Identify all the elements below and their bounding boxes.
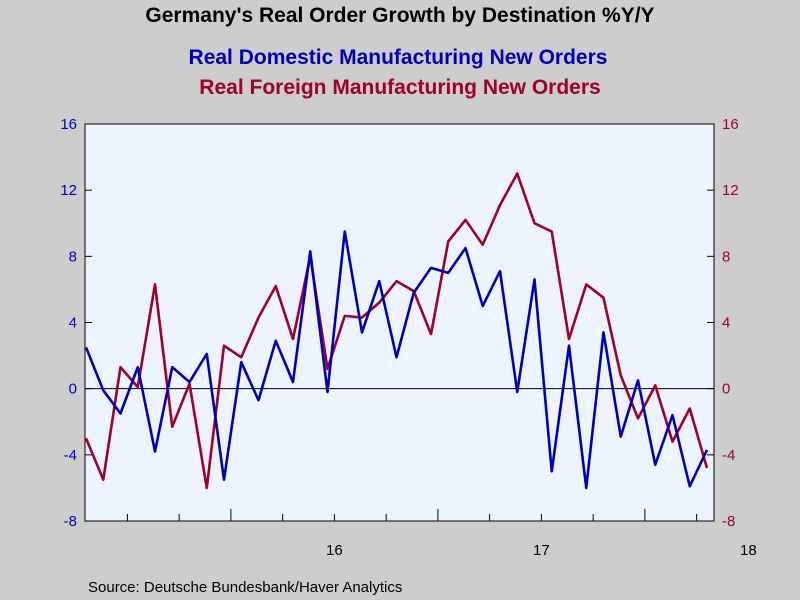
legend-domestic: Real Domestic Manufacturing New Orders bbox=[189, 46, 608, 69]
left-tick-label: 12 bbox=[60, 182, 77, 199]
source-note: Source: Deutsche Bundesbank/Haver Analyt… bbox=[88, 579, 402, 596]
right-tick-label: -4 bbox=[722, 447, 735, 464]
x-tick-label: 16 bbox=[326, 542, 343, 559]
legend-foreign: Real Foreign Manufacturing New Orders bbox=[199, 76, 600, 99]
left-tick-label: 8 bbox=[69, 248, 77, 265]
series-line-foreign bbox=[84, 172, 709, 490]
right-tick-label: 12 bbox=[722, 182, 739, 199]
right-tick-label: -8 bbox=[722, 513, 735, 530]
right-axis: -8 -4 0 4 8 12 16 bbox=[707, 116, 739, 530]
series-layer bbox=[84, 172, 709, 490]
left-tick-label: 0 bbox=[69, 381, 77, 398]
left-tick-label: -8 bbox=[64, 513, 77, 530]
right-tick-label: 16 bbox=[722, 116, 739, 133]
x-tick-label: 17 bbox=[533, 542, 550, 559]
left-tick-label: 4 bbox=[69, 315, 77, 332]
right-tick-label: 0 bbox=[722, 381, 730, 398]
series-line-domestic bbox=[84, 230, 709, 490]
chart-title: Germany's Real Order Growth by Destinati… bbox=[145, 4, 654, 27]
x-axis: 16 17 18 bbox=[126, 509, 757, 559]
right-tick-label: 4 bbox=[722, 315, 730, 332]
left-tick-label: 16 bbox=[60, 116, 77, 133]
x-tick-label: 18 bbox=[740, 542, 757, 559]
right-tick-label: 8 bbox=[722, 248, 730, 265]
left-axis: -8 -4 0 4 8 12 16 bbox=[60, 116, 92, 530]
plot-area bbox=[84, 123, 715, 522]
left-tick-label: -4 bbox=[64, 447, 77, 464]
